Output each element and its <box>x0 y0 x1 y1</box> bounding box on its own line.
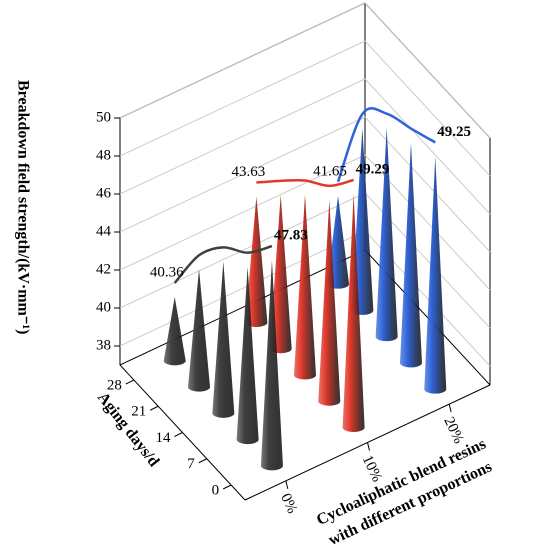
grid-line <box>364 2 491 139</box>
x-tick-label: 0% <box>277 491 300 516</box>
trend-line <box>336 107 436 183</box>
grid-line <box>119 2 366 119</box>
trend-line <box>173 244 273 284</box>
z-tick-label: 7 <box>187 456 195 472</box>
value-label: 43.63 <box>232 164 266 180</box>
z-axis-label: Aging days/d <box>94 389 162 470</box>
cone <box>375 127 398 342</box>
value-label: 41.65 <box>313 163 347 179</box>
z-tick-label: 0 <box>212 482 220 498</box>
grid-line <box>119 154 366 271</box>
cone <box>163 296 186 366</box>
tick-mark <box>285 480 289 489</box>
grid-line <box>364 78 491 215</box>
tick-mark <box>367 442 370 451</box>
tick-mark <box>149 405 159 411</box>
tick-mark <box>448 404 452 413</box>
y-tick-label: 38 <box>96 337 111 353</box>
grid-line <box>119 40 366 157</box>
grid-line <box>364 116 491 253</box>
tick-mark <box>222 484 232 490</box>
z-tick-label: 14 <box>156 430 172 446</box>
cone <box>399 142 422 368</box>
value-label: 49.29 <box>356 161 390 177</box>
y-tick-label: 46 <box>96 185 112 201</box>
cone <box>188 269 211 392</box>
value-label: 40.36 <box>150 264 184 280</box>
tick-mark <box>198 458 208 464</box>
y-tick-label: 50 <box>96 109 111 125</box>
value-label: 49.25 <box>437 124 471 140</box>
grid-line <box>119 78 366 195</box>
grid-line <box>364 40 491 177</box>
cone <box>212 261 235 418</box>
trend-line <box>256 178 354 188</box>
y-axis-label: Breakdown field strength/(kV·mm⁻¹) <box>14 80 31 334</box>
floor-edge <box>119 249 366 366</box>
grid-line <box>119 192 366 309</box>
y-tick-label: 44 <box>96 223 112 239</box>
cone <box>260 260 283 471</box>
y-tick-label: 48 <box>96 147 111 163</box>
tick-mark <box>174 432 183 437</box>
y-tick-label: 40 <box>96 299 111 315</box>
x-tick-label: 20% <box>440 415 466 447</box>
cone <box>424 156 447 394</box>
tick-mark <box>125 379 135 385</box>
cone <box>342 193 365 432</box>
value-label: 47.83 <box>274 228 308 244</box>
cone <box>318 199 341 406</box>
cone <box>236 266 259 445</box>
z-tick-label: 28 <box>107 377 122 393</box>
grid-line <box>119 230 366 347</box>
grid-line <box>119 116 366 233</box>
y-tick-label: 42 <box>96 261 111 277</box>
z-tick-label: 21 <box>131 404 146 420</box>
cone <box>245 196 268 327</box>
cone <box>294 194 316 380</box>
cone <box>269 194 292 354</box>
x-tick-label: 10% <box>359 453 385 485</box>
